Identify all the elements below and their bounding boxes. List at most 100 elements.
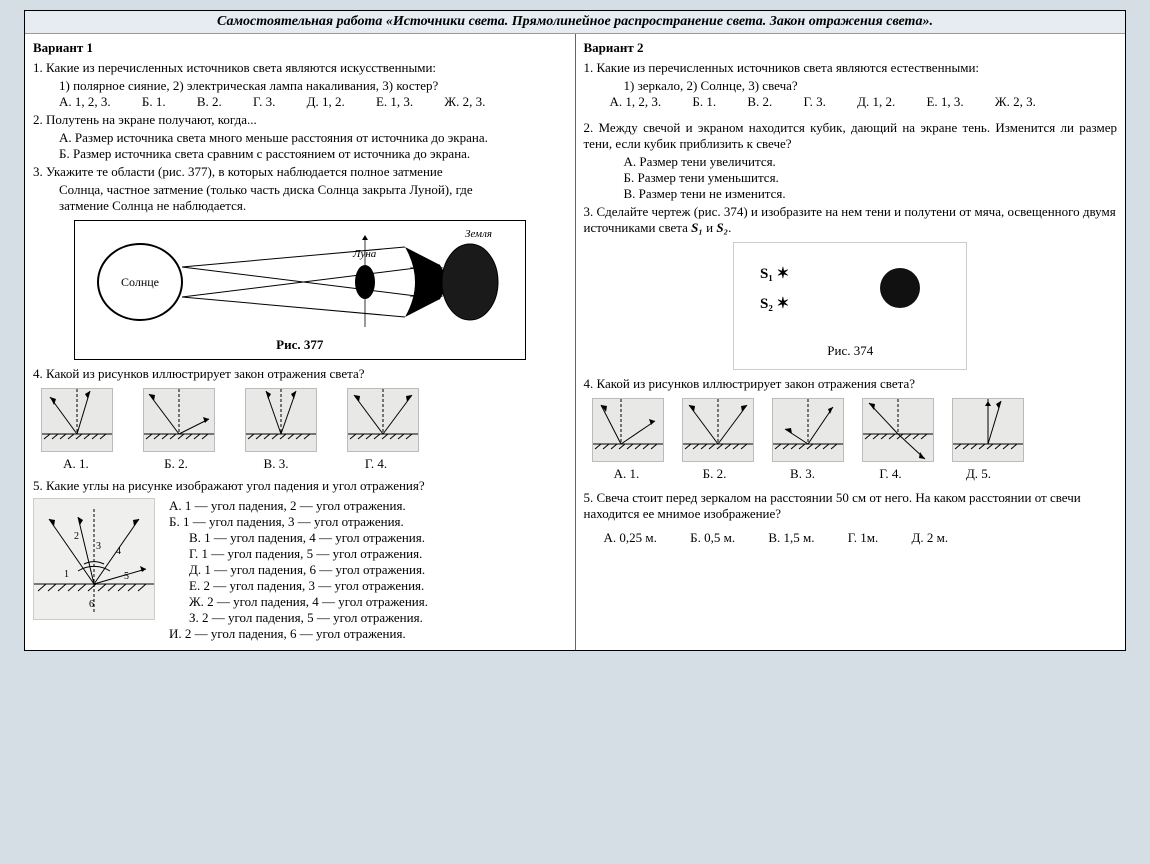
- txt: 3. Сделайте чертеж (рис. 374) и изобрази…: [584, 204, 1116, 235]
- v1-q1-options: А. 1, 2, 3. Б. 1. В. 2. Г. 3. Д. 1, 2. Е…: [33, 94, 567, 110]
- v2-q5: 5. Свеча стоит перед зеркалом на расстоя…: [584, 490, 1118, 522]
- v1-reflection-tiles: [41, 388, 567, 452]
- opt: А. 1.: [592, 466, 662, 482]
- variant1-header: Вариант 1: [33, 40, 567, 56]
- refl-3: [772, 398, 844, 462]
- opt: Б. 2.: [141, 456, 211, 472]
- worksheet: Самостоятельная работа «Источники света.…: [24, 10, 1126, 651]
- v2-reflection-tiles: [592, 398, 1118, 462]
- v1-q2: 2. Полутень на экране получают, когда...: [33, 112, 567, 128]
- opt: Г. 1м.: [848, 530, 879, 545]
- s1: S₁: [691, 220, 703, 235]
- svg-text:6: 6: [89, 599, 94, 610]
- opt: В. 3.: [768, 466, 838, 482]
- opt: Д. 1, 2.: [307, 94, 345, 109]
- v1-q4: 4. Какой из рисунков иллюстрирует закон …: [33, 366, 567, 382]
- fig374-svg: S₁ ✶ S₂ ✶: [750, 253, 950, 343]
- v2-q1: 1. Какие из перечисленных источников све…: [584, 60, 1118, 76]
- opt: Г. 3.: [253, 94, 275, 109]
- variant-2: Вариант 2 1. Какие из перечисленных исто…: [576, 34, 1126, 650]
- fig377-caption: Рис. 377: [85, 337, 515, 353]
- refl-3: [245, 388, 317, 452]
- opt: В. 1,5 м.: [768, 530, 814, 545]
- opt: Ж. 2, 3.: [995, 94, 1036, 109]
- opt: Г. 3.: [804, 94, 826, 109]
- v2-q1-options: А. 1, 2, 3. Б. 1. В. 2. Г. 3. Д. 1, 2. Е…: [584, 94, 1118, 110]
- opt: Г. 4.: [341, 456, 411, 472]
- ans: Г. 1 — угол падения, 5 — угол отражения.: [169, 546, 428, 562]
- figure-374: S₁ ✶ S₂ ✶ Рис. 374: [733, 242, 967, 370]
- v2-q2: 2. Между свечой и экраном находится куби…: [584, 120, 1118, 152]
- opt: Е. 1, 3.: [926, 94, 963, 109]
- ans: З. 2 — угол падения, 5 — угол отражения.: [169, 610, 428, 626]
- v2-q2c: В. Размер тени не изменится.: [584, 186, 1118, 202]
- refl-2: [682, 398, 754, 462]
- refl-4: [862, 398, 934, 462]
- v1-q4-labels: А. 1. Б. 2. В. 3. Г. 4.: [41, 456, 567, 472]
- svg-text:4: 4: [116, 546, 121, 557]
- svg-text:3: 3: [96, 541, 101, 552]
- opt: Б. 2.: [680, 466, 750, 482]
- opt: Д. 1, 2.: [857, 94, 895, 109]
- earth-label: Земля: [465, 228, 492, 240]
- page-title: Самостоятельная работа «Источники света.…: [25, 11, 1125, 34]
- v1-q3l1: 3. Укажите те области (рис. 377), в кото…: [33, 164, 567, 180]
- variant-1: Вариант 1 1. Какие из перечисленных исто…: [25, 34, 576, 650]
- opt: Б. 1.: [692, 94, 716, 109]
- opt: Г. 4.: [856, 466, 926, 482]
- v2-q2b: Б. Размер тени уменьшится.: [584, 170, 1118, 186]
- opt: Ж. 2, 3.: [444, 94, 485, 109]
- ans: И. 2 — угол падения, 6 — угол отражения.: [169, 626, 428, 642]
- ans: А. 1 — угол падения, 2 — угол отражения.: [169, 498, 428, 514]
- v2-q5-options: А. 0,25 м. Б. 0,5 м. В. 1,5 м. Г. 1м. Д.…: [584, 530, 1118, 546]
- opt: В. 3.: [241, 456, 311, 472]
- refl-1: [592, 398, 664, 462]
- v1-q2b: Б. Размер источника света сравним с расс…: [33, 146, 567, 162]
- refl-1: [41, 388, 113, 452]
- variant2-header: Вариант 2: [584, 40, 1118, 56]
- moon-label: Луна: [352, 248, 377, 260]
- angles-figure: 1 2 3 4 5 6: [33, 498, 155, 620]
- refl-2: [143, 388, 215, 452]
- v1-q5: 5. Какие углы на рисунке изображают угол…: [33, 478, 567, 494]
- opt: В. 2.: [747, 94, 772, 109]
- v2-q2a: А. Размер тени увеличится.: [584, 154, 1118, 170]
- txt: и: [703, 220, 716, 235]
- opt: Б. 0,5 м.: [690, 530, 735, 545]
- ans: Е. 2 — угол падения, 3 — угол отражения.: [169, 578, 428, 594]
- opt: А. 1, 2, 3.: [59, 94, 111, 109]
- v1-q3l2: Солнца, частное затмение (только часть д…: [33, 182, 567, 198]
- fig374-caption: Рис. 374: [750, 343, 950, 359]
- svg-text:1: 1: [64, 569, 69, 580]
- opt: А. 1, 2, 3.: [610, 94, 662, 109]
- v1-q2a: А. Размер источника света много меньше р…: [33, 130, 567, 146]
- v2-q4: 4. Какой из рисунков иллюстрирует закон …: [584, 376, 1118, 392]
- v2-q1-sub: 1) зеркало, 2) Солнце, 3) свеча?: [584, 78, 1118, 94]
- opt: А. 0,25 м.: [604, 530, 657, 545]
- opt: Е. 1, 3.: [376, 94, 413, 109]
- ans: Б. 1 — угол падения, 3 — угол отражения.: [169, 514, 428, 530]
- eclipse-diagram: Солнце Луна Земля: [85, 227, 515, 337]
- opt: А. 1.: [41, 456, 111, 472]
- opt: В. 2.: [197, 94, 222, 109]
- txt: .: [728, 220, 731, 235]
- v1-q5-answers: А. 1 — угол падения, 2 — угол отражения.…: [169, 498, 428, 642]
- v1-q1: 1. Какие из перечисленных источников све…: [33, 60, 567, 76]
- s1-label: S₁ ✶: [760, 266, 789, 282]
- v1-q3l3: затмение Солнца не наблюдается.: [33, 198, 567, 214]
- v2-q4-labels: А. 1. Б. 2. В. 3. Г. 4. Д. 5.: [592, 466, 1118, 482]
- ans: Д. 1 — угол падения, 6 — угол отражения.: [169, 562, 428, 578]
- s2: S₂: [716, 220, 728, 235]
- s2-label: S₂ ✶: [760, 296, 789, 312]
- svg-text:5: 5: [124, 571, 129, 582]
- v1-q1-sub: 1) полярное сияние, 2) электрическая лам…: [33, 78, 567, 94]
- refl-4: [347, 388, 419, 452]
- v2-q3: 3. Сделайте чертеж (рис. 374) и изобрази…: [584, 204, 1118, 236]
- opt: Б. 1.: [142, 94, 166, 109]
- opt: Д. 5.: [944, 466, 1014, 482]
- opt: Д. 2 м.: [912, 530, 949, 545]
- svg-text:2: 2: [74, 531, 79, 542]
- refl-5: [952, 398, 1024, 462]
- figure-377: Солнце Луна Земля Рис. 377: [74, 220, 526, 360]
- sun-label: Солнце: [121, 275, 159, 289]
